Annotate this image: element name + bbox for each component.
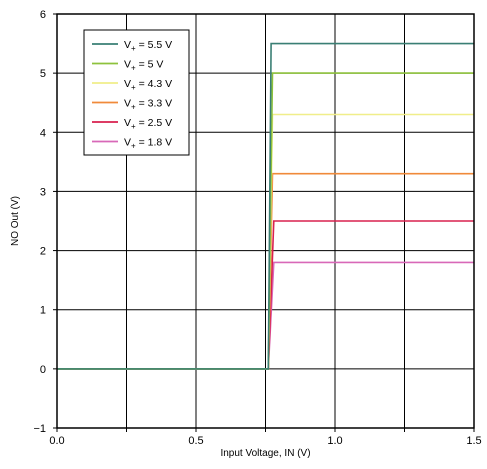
y-tick-label: 3 bbox=[40, 186, 46, 198]
series-lines bbox=[57, 42, 474, 370]
legend-label: V+ = 3.3 V bbox=[124, 98, 172, 112]
y-tick-label: 2 bbox=[40, 246, 46, 258]
series-line bbox=[57, 42, 474, 370]
legend-label: V+ = 2.5 V bbox=[124, 117, 172, 131]
legend-label: V+ = 5.5 V bbox=[124, 39, 172, 53]
y-tick-label: 4 bbox=[40, 127, 46, 139]
tick-marks bbox=[53, 13, 475, 432]
y-tick-label: 6 bbox=[40, 9, 46, 21]
x-tick-label: 1.0 bbox=[327, 435, 342, 447]
legend-items: V+ = 5.5 V V+ = 5 V V+ = 4.3 V V+ = 3.3 V V+… bbox=[92, 39, 172, 151]
x-tick-label: 1.5 bbox=[466, 435, 481, 447]
legend-label: V+ = 4.3 V bbox=[124, 78, 172, 92]
x-tick-label: 0.5 bbox=[188, 435, 203, 447]
legend: V+ = 5.5 V V+ = 5 V V+ = 4.3 V V+ = 3.3 V V+… bbox=[83, 29, 190, 156]
y-tick-label: 5 bbox=[40, 68, 46, 80]
x-tick-label: 0.0 bbox=[49, 435, 64, 447]
y-axis-label: NO Out (V) bbox=[10, 196, 21, 246]
y-tick-labels: −1 0 1 2 3 4 5 6 bbox=[33, 9, 46, 435]
y-tick-label: −1 bbox=[33, 423, 46, 435]
legend-box bbox=[83, 29, 190, 156]
legend-label: V+ = 1.8 V bbox=[124, 137, 172, 151]
y-tick-label: 1 bbox=[40, 305, 46, 317]
y-tick-label: 0 bbox=[40, 364, 46, 376]
x-axis-label: Input Voltage, IN (V) bbox=[220, 448, 310, 459]
x-tick-labels: 0.0 0.5 1.0 1.5 bbox=[49, 435, 481, 447]
legend-label: V+ = 5 V bbox=[124, 59, 163, 73]
